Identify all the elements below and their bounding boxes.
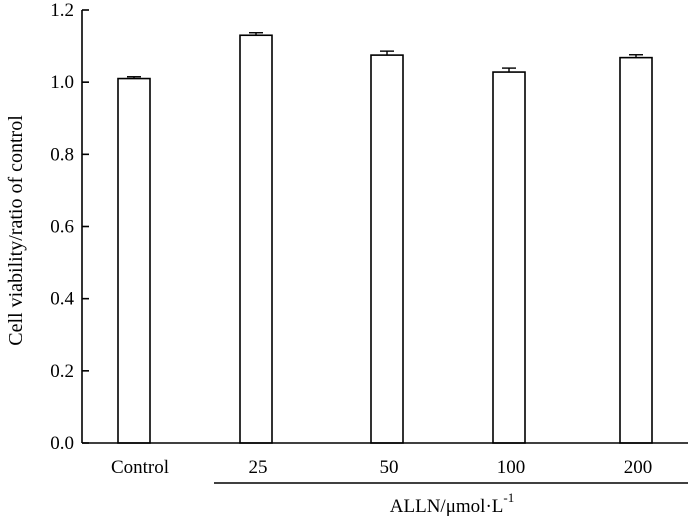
- bars: [117, 32, 653, 444]
- bar-control: [117, 77, 151, 444]
- bar-200: [619, 56, 653, 444]
- y-axis-ticks: 0.0 0.2 0.4 0.6 0.8 1.0 1.2: [50, 0, 89, 454]
- x-group-label-text: ALLN/μmol·L: [390, 496, 504, 517]
- y-tick-label: 0.4: [50, 289, 74, 310]
- bar-50: [370, 54, 404, 444]
- y-axis-label: Cell viability/ratio of control: [5, 115, 27, 346]
- x-axis-labels: Control 25 50 100 200: [111, 457, 652, 478]
- x-tick-label: 100: [497, 457, 526, 478]
- y-tick-label: 0.8: [50, 144, 74, 165]
- x-tick-label: 50: [380, 457, 399, 478]
- x-tick-label: 200: [624, 457, 653, 478]
- x-tick-label: 25: [249, 457, 268, 478]
- bar-100: [492, 71, 526, 444]
- y-tick-label: 0.0: [50, 433, 74, 454]
- x-tick-label: Control: [111, 457, 169, 478]
- y-tick-label: 1.0: [50, 72, 74, 93]
- bar-25: [239, 34, 273, 444]
- y-tick-label: 0.6: [50, 217, 74, 238]
- y-tick-label: 1.2: [50, 0, 74, 21]
- x-group-label: ALLN/μmol·L-1: [390, 490, 514, 517]
- x-group-label-superscript: -1: [503, 490, 514, 505]
- y-tick-label: 0.2: [50, 361, 74, 382]
